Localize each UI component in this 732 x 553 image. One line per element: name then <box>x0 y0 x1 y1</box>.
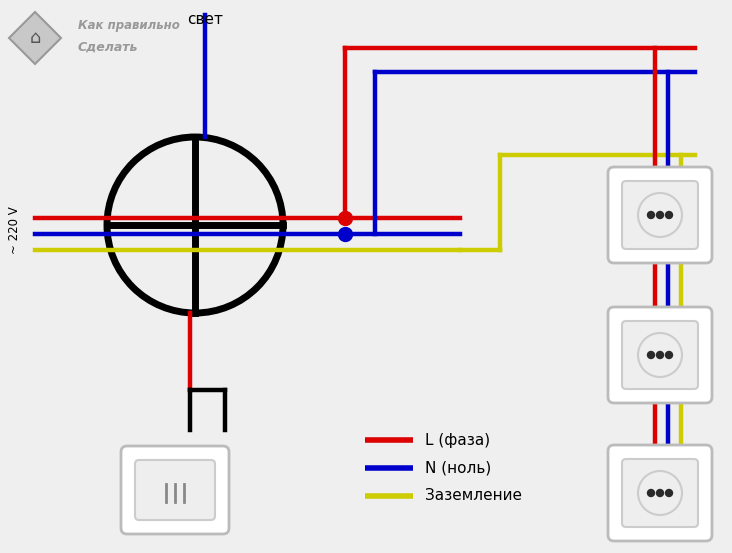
Circle shape <box>665 352 673 358</box>
FancyBboxPatch shape <box>121 446 229 534</box>
FancyBboxPatch shape <box>608 307 712 403</box>
FancyBboxPatch shape <box>622 181 698 249</box>
FancyBboxPatch shape <box>622 459 698 527</box>
Text: Сделать: Сделать <box>78 40 138 54</box>
Text: свет: свет <box>187 12 223 27</box>
Circle shape <box>648 352 654 358</box>
Circle shape <box>665 211 673 218</box>
Text: Заземление: Заземление <box>425 488 522 503</box>
Text: Как правильно: Как правильно <box>78 18 180 32</box>
Text: L (фаза): L (фаза) <box>425 432 490 447</box>
FancyBboxPatch shape <box>622 321 698 389</box>
Circle shape <box>665 489 673 497</box>
FancyBboxPatch shape <box>608 445 712 541</box>
Text: ⌂: ⌂ <box>29 29 41 47</box>
Polygon shape <box>9 12 61 64</box>
Circle shape <box>648 489 654 497</box>
Circle shape <box>648 211 654 218</box>
Text: N (ноль): N (ноль) <box>425 461 491 476</box>
FancyBboxPatch shape <box>608 167 712 263</box>
Circle shape <box>657 352 663 358</box>
Circle shape <box>657 211 663 218</box>
FancyBboxPatch shape <box>135 460 215 520</box>
Circle shape <box>657 489 663 497</box>
Text: ~ 220 V: ~ 220 V <box>7 206 20 254</box>
